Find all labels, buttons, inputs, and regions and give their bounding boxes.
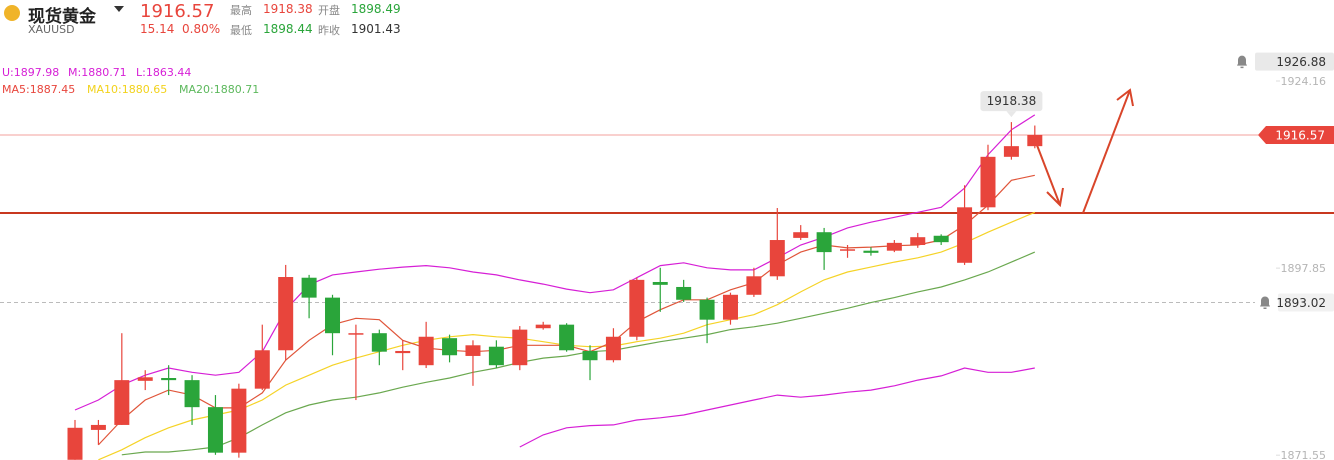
candle-body (254, 350, 270, 389)
y-tick-label: 1924.16 (1281, 75, 1327, 88)
high-bubble-pointer (1006, 111, 1017, 118)
candle-body (676, 286, 692, 300)
alert-bell (1260, 296, 1270, 309)
ma-legend: MA20:1880.71 (179, 83, 260, 96)
candle-body (67, 427, 83, 460)
last-price: 1916.57 (140, 1, 215, 22)
alert-bell (1237, 55, 1247, 69)
candle-body (301, 277, 317, 298)
high-bubble (980, 91, 1043, 112)
candle-body (184, 380, 200, 408)
stat-value: 1918.38 (263, 2, 313, 16)
stat-value: 1898.49 (351, 2, 401, 16)
alert-tag (1278, 293, 1334, 312)
candle-body (90, 424, 106, 430)
candle-body (465, 345, 481, 356)
candle-body (886, 242, 902, 251)
candle-body (910, 237, 926, 246)
alert-label: 1893.02 (1276, 296, 1326, 310)
indicator-line (121, 251, 1036, 456)
candle-body (137, 377, 153, 381)
stat-value: 1901.43 (351, 22, 401, 36)
candle-body (535, 324, 551, 329)
current-price-label: 1916.57 (1275, 128, 1325, 142)
boll-legend: M:1880.71 (68, 66, 127, 79)
candle-body (371, 333, 387, 352)
stat-label: 最低 (230, 24, 252, 37)
candle-body (395, 350, 411, 354)
candle-body (512, 329, 528, 366)
candle-body (207, 407, 223, 453)
candle-body (325, 297, 341, 334)
candle-body (488, 346, 504, 366)
candle-body (1003, 146, 1019, 157)
ma-legend: MA5:1887.45 (2, 83, 76, 96)
indicator-line (74, 114, 1036, 411)
alert-label: 1926.88 (1276, 55, 1326, 69)
candle-body (442, 338, 458, 356)
candle-body (161, 377, 177, 381)
candle-body (652, 281, 668, 285)
candle-body (418, 336, 434, 366)
candle-body (746, 276, 762, 295)
change: 15.14 (140, 22, 175, 36)
candle-body (348, 333, 364, 335)
stat-label: 开盘 (318, 4, 340, 17)
boll-legend: U:1897.98 (2, 66, 60, 79)
dropdown-caret[interactable] (114, 6, 124, 12)
candle-body (816, 232, 832, 253)
high-label: 1918.38 (987, 94, 1037, 108)
candle-body (980, 156, 996, 208)
candle-body (231, 388, 247, 453)
drawn-arrows[interactable] (1034, 88, 1134, 214)
candle-body (769, 240, 785, 277)
candle-body (699, 299, 715, 320)
candle-body (582, 350, 598, 361)
current-price-tag (1258, 125, 1334, 144)
candle-body (722, 294, 738, 320)
stat-label: 最高 (230, 4, 252, 17)
instrument-name[interactable]: 现货黄金 (28, 7, 96, 27)
candle-body (793, 232, 809, 238)
alert-tag (1255, 52, 1334, 71)
y-tick-label: 1871.55 (1281, 449, 1327, 460)
candle-body (629, 279, 645, 337)
y-tick-label: 1897.85 (1281, 262, 1327, 275)
candle-body (559, 324, 575, 351)
symbol: XAUUSD (28, 23, 75, 36)
candle-body (863, 250, 879, 253)
stat-label: 昨收 (318, 24, 340, 37)
candle-body (114, 380, 130, 425)
candle-body (278, 277, 294, 351)
indicator-line (519, 367, 1035, 448)
candle-body (840, 249, 856, 251)
boll-legend: L:1863.44 (136, 66, 192, 79)
stat-value: 1898.44 (263, 22, 313, 36)
ma-legend: MA10:1880.65 (87, 83, 168, 96)
candle-body (933, 235, 949, 243)
change-pct: 0.80% (182, 22, 221, 36)
gold-icon (4, 5, 20, 21)
candle-body (605, 336, 621, 361)
candle-body (1027, 134, 1043, 147)
candle-body (957, 207, 973, 263)
